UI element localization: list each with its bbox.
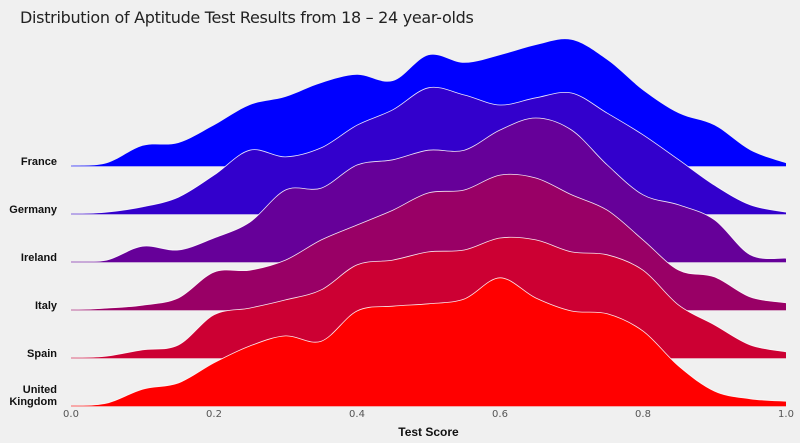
x-tick-label: 0.0 (63, 409, 79, 420)
series-label: Ireland (21, 252, 57, 264)
ridge-area-united-kingdom (71, 277, 786, 406)
ridge-outline-united-kingdom (70, 277, 787, 407)
series-label: Kingdom (9, 396, 57, 408)
series-label: Spain (27, 348, 57, 360)
x-tick-label: 0.8 (635, 409, 651, 420)
ridge-outline-spain (70, 236, 787, 359)
ridge-outline-ireland (70, 117, 787, 263)
chart-title: Distribution of Aptitude Test Results fr… (20, 8, 474, 27)
series-label: Italy (35, 300, 58, 312)
x-tick-label: 0.6 (492, 409, 508, 420)
x-tick-label: 0.4 (349, 409, 365, 420)
x-axis-label: Test Score (398, 425, 459, 439)
ridge-outline-germany (70, 86, 787, 215)
series-label: United (23, 384, 57, 396)
ridge-outline-italy (70, 173, 787, 311)
x-tick-label: 1.0 (778, 409, 794, 420)
x-tick-label: 0.2 (206, 409, 222, 420)
series-label: Germany (9, 204, 58, 216)
series-label: France (21, 156, 57, 168)
